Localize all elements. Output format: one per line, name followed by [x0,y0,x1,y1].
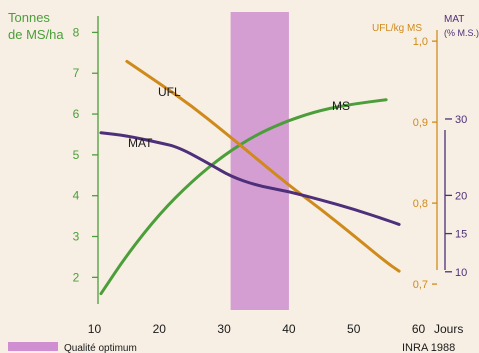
x-axis-tick-label: 50 [347,322,361,336]
x-axis-unit-label: Jours [434,322,463,336]
mat-axis-tick-label: 15 [455,229,467,241]
x-axis: 10 20 30 40 50 60 [88,322,426,336]
ufl-axis-tick-label: 0,9 [413,117,428,129]
left-axis-tick-label: 6 [73,107,80,121]
mat-axis: 10 15 20 30 [444,114,467,279]
mat-axis-tick-label: 20 [455,190,467,202]
x-axis-tick-label: 10 [88,322,102,336]
legend-label: Qualité optimum [64,343,137,353]
ufl-axis-tick-label: 1,0 [413,36,428,48]
x-axis-tick-label: 60 [412,322,426,336]
left-axis-tick-label: 4 [73,189,80,203]
ufl-axis-tick-label: 0,7 [413,279,428,291]
series-line-ufl [125,59,401,273]
series-label-ms: MS [332,99,350,113]
legend-swatch [8,342,58,351]
left-axis-tick-label: 2 [73,270,80,284]
mat-axis-title-line2: (% M.S.) [444,28,479,38]
mat-axis-tick-label: 30 [455,114,467,126]
mat-axis-title-line1: MAT [444,14,464,25]
left-axis: 2 3 4 5 6 7 8 [73,16,99,304]
mat-axis-tick-label: 10 [455,267,467,279]
series-labels: MS UFL MAT [128,85,350,150]
series-line-mat [99,131,401,226]
series-line-ms [99,98,388,296]
ufl-axis-tick-label: 0,8 [413,198,428,210]
x-axis-tick-label: 20 [153,322,167,336]
left-axis-tick-label: 8 [73,25,80,39]
x-axis-tick-label: 40 [282,322,296,336]
ufl-axis-title: UFL/kg MS [372,23,422,34]
series-lines [99,59,401,296]
left-axis-title-line2: de MS/ha [8,27,64,42]
left-axis-tick-label: 3 [73,230,80,244]
source-credit: INRA 1988 [402,342,455,353]
series-label-mat: MAT [128,136,153,150]
x-axis-tick-label: 30 [217,322,231,336]
ufl-axis: 0,7 0,8 0,9 1,0 [413,30,438,291]
left-axis-tick-label: 7 [73,66,80,80]
left-axis-tick-label: 5 [73,148,80,162]
left-axis-title-line1: Tonnes [8,10,50,25]
series-label-ufl: UFL [158,85,181,99]
